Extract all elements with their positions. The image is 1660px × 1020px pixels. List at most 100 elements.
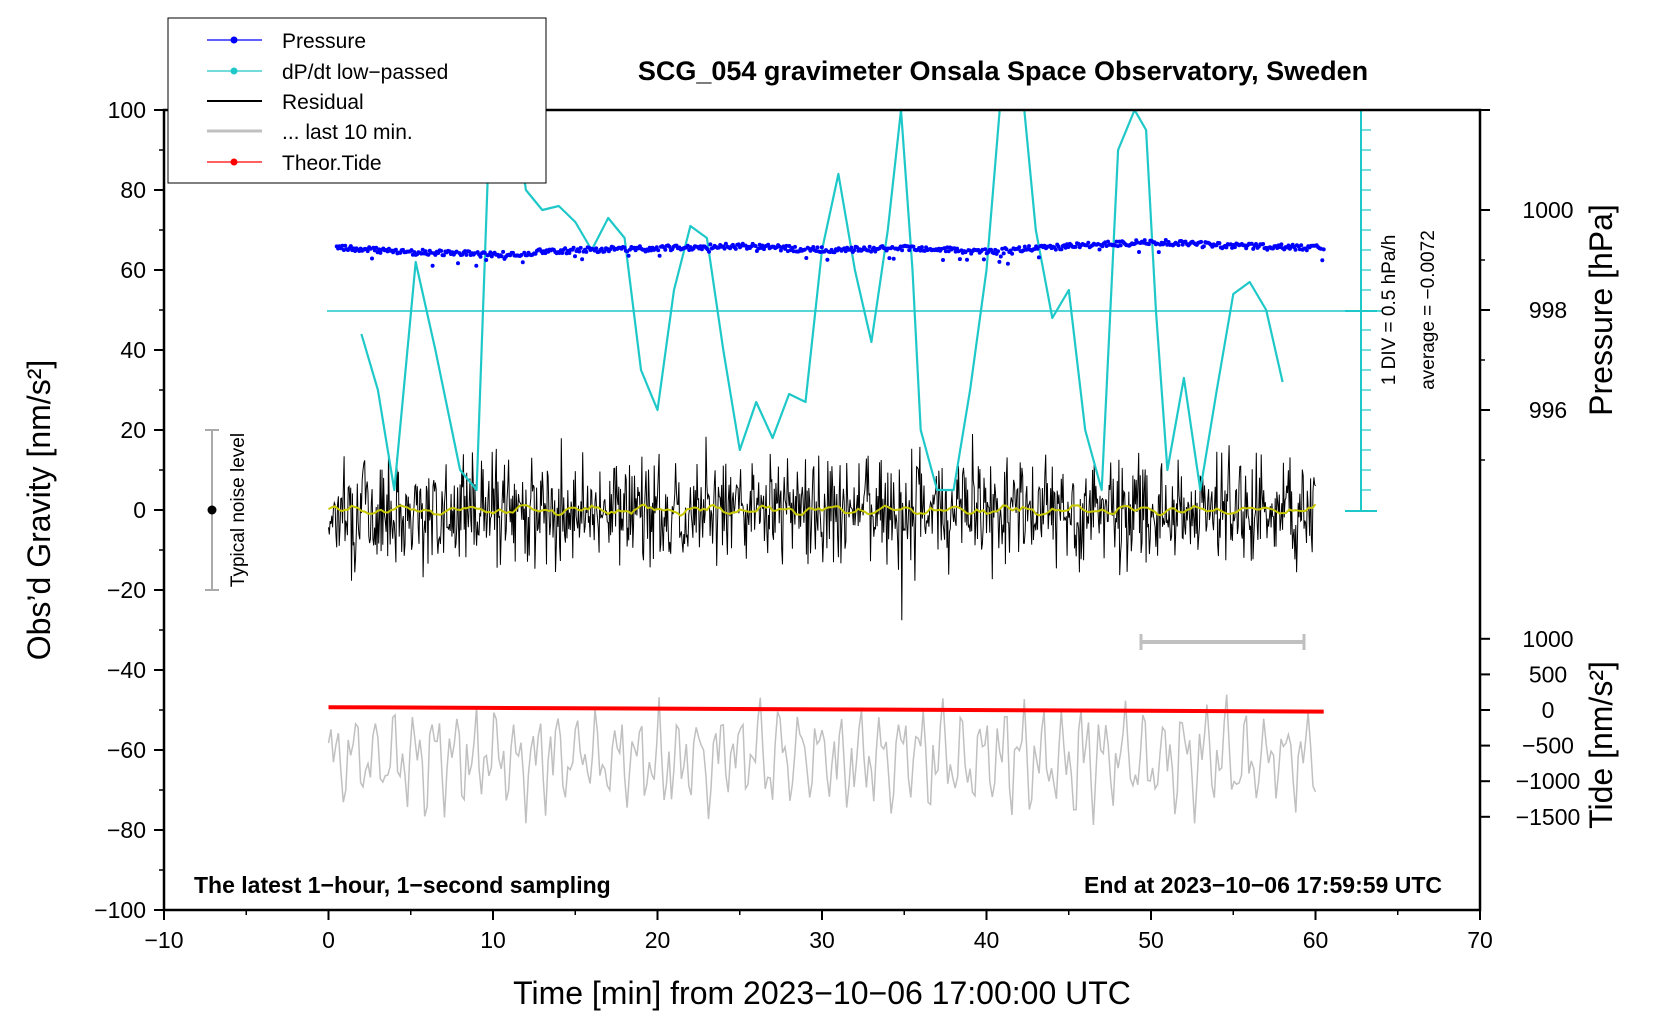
legend-item-residual: Residual bbox=[207, 91, 364, 114]
pressure-point bbox=[1176, 243, 1181, 248]
pressure-point bbox=[433, 252, 438, 257]
y-tick-label: 80 bbox=[120, 177, 146, 203]
y-axis-label-tide: Tide [nm/s²] bbox=[1583, 661, 1619, 829]
pressure-point bbox=[1293, 247, 1298, 252]
x-tick-label: −10 bbox=[144, 927, 183, 953]
pressure-point bbox=[1036, 255, 1041, 260]
pressure-point bbox=[1224, 245, 1229, 250]
pressure-point bbox=[573, 254, 577, 259]
pressure-point bbox=[1217, 241, 1222, 246]
pressure-point bbox=[599, 246, 604, 251]
pressure-point bbox=[1017, 245, 1022, 250]
pressure-tick-label: 1000 bbox=[1522, 197, 1573, 223]
pressure-point bbox=[426, 252, 431, 257]
y-axis-label-pressure: Pressure [hPa] bbox=[1583, 204, 1619, 416]
pressure-point bbox=[423, 249, 428, 254]
pressure-point bbox=[722, 246, 727, 251]
pressure-point bbox=[707, 249, 711, 254]
pressure-point bbox=[1010, 251, 1015, 256]
x-tick-label: 20 bbox=[645, 927, 671, 953]
pressure-point bbox=[1320, 258, 1325, 263]
pressure-point bbox=[656, 248, 661, 253]
dpdt-scale-label: 1 DIV = 0.5 hPa/h bbox=[1379, 235, 1400, 386]
pressure-point bbox=[663, 247, 668, 252]
svg-text:Residual: Residual bbox=[282, 91, 364, 114]
pressure-point bbox=[891, 256, 896, 261]
pressure-point bbox=[667, 244, 672, 249]
x-tick-label: 0 bbox=[322, 927, 335, 953]
pressure-point bbox=[907, 248, 912, 253]
pressure-point bbox=[1114, 239, 1119, 244]
pressure-point bbox=[957, 257, 962, 262]
pressure-point bbox=[1137, 250, 1141, 254]
pressure-point bbox=[571, 245, 576, 250]
pressure-point bbox=[348, 244, 353, 249]
svg-text:... last 10 min.: ... last 10 min. bbox=[282, 121, 413, 144]
x-tick-label: 50 bbox=[1138, 927, 1164, 953]
pressure-point bbox=[867, 244, 872, 249]
svg-text:Theor.Tide: Theor.Tide bbox=[282, 152, 382, 175]
pressure-point bbox=[963, 250, 968, 255]
pressure-point bbox=[1156, 250, 1161, 255]
pressure-point bbox=[753, 244, 758, 248]
pressure-point bbox=[733, 246, 738, 251]
y-tick-label: 0 bbox=[133, 497, 146, 523]
legend-item-last10: ... last 10 min. bbox=[207, 121, 413, 144]
pressure-point bbox=[819, 245, 824, 250]
tide-line bbox=[328, 705, 1324, 714]
pressure-point bbox=[463, 249, 467, 254]
pressure-point bbox=[998, 254, 1003, 259]
pressure-point bbox=[815, 245, 820, 250]
pressure-point bbox=[1251, 246, 1256, 251]
pressure-point bbox=[919, 245, 924, 250]
pressure-point bbox=[849, 245, 854, 250]
pressure-point bbox=[825, 257, 830, 262]
pressure-point bbox=[520, 260, 525, 265]
pressure-point bbox=[1059, 247, 1064, 252]
pressure-tick-label: 998 bbox=[1529, 297, 1567, 323]
pressure-point bbox=[852, 248, 857, 253]
pressure-point bbox=[365, 249, 370, 254]
legend: Pressure dP/dt low−passed Residual ... l… bbox=[167, 17, 547, 184]
x-axis-label: Time [min] from 2023−10−06 17:00:00 UTC bbox=[513, 975, 1131, 1011]
pressure-point bbox=[464, 252, 469, 257]
pressure-point bbox=[855, 245, 859, 250]
pressure-point bbox=[708, 242, 713, 247]
dpdt-line bbox=[360, 110, 1284, 492]
last10-line bbox=[327, 694, 1317, 825]
tide-tick-label: 500 bbox=[1529, 661, 1567, 687]
pressure-point bbox=[567, 251, 572, 255]
pressure-point bbox=[981, 257, 986, 262]
pressure-point bbox=[811, 245, 816, 249]
pressure-point bbox=[1201, 244, 1206, 249]
pressure-point bbox=[622, 245, 627, 250]
pressure-point bbox=[1321, 247, 1326, 252]
pressure-point bbox=[343, 243, 348, 248]
pressure-point bbox=[370, 256, 374, 261]
x-tick-label: 30 bbox=[809, 927, 835, 953]
pressure-point bbox=[887, 256, 892, 261]
pressure-point bbox=[778, 248, 783, 253]
pressure-point bbox=[900, 248, 905, 253]
pressure-point bbox=[1163, 238, 1168, 242]
pressure-point bbox=[943, 249, 948, 254]
pressure-point bbox=[965, 257, 969, 262]
pressure-point bbox=[499, 254, 504, 259]
pressure-point bbox=[766, 242, 771, 247]
pressure-point bbox=[886, 246, 890, 251]
tide-tick-label: 0 bbox=[1542, 697, 1555, 723]
pressure-point bbox=[482, 250, 487, 255]
pressure-point bbox=[378, 250, 383, 255]
pressure-point bbox=[983, 247, 988, 252]
pressure-point bbox=[340, 243, 345, 248]
residual-line bbox=[328, 433, 1316, 621]
pressure-point bbox=[419, 251, 424, 256]
chart-title: SCG_054 gravimeter Onsala Space Observat… bbox=[638, 56, 1368, 86]
x-tick-label: 60 bbox=[1303, 927, 1329, 953]
dpdt-average-label: average = −0.0072 bbox=[1418, 230, 1439, 390]
pressure-point bbox=[577, 249, 582, 254]
pressure-point bbox=[996, 249, 1000, 254]
y-tick-label: −60 bbox=[107, 737, 146, 763]
pressure-point bbox=[484, 258, 489, 262]
pressure-point bbox=[1299, 243, 1304, 248]
